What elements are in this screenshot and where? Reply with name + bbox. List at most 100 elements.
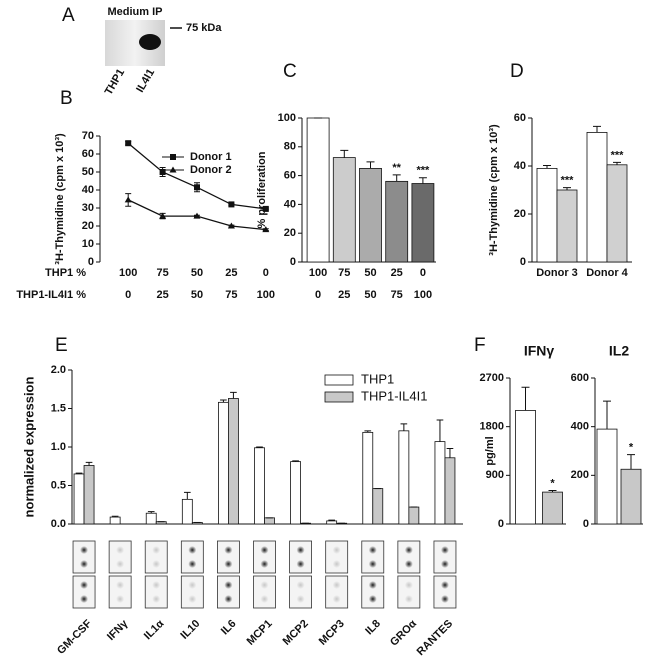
- y-tick-label: 40: [514, 160, 526, 172]
- error-bar: [364, 430, 372, 433]
- y-tick-label: 0.0: [51, 518, 66, 530]
- array-spot: [404, 560, 413, 568]
- array-spot: [296, 581, 305, 589]
- x-tick-label: 75: [391, 289, 403, 301]
- point: [227, 222, 235, 229]
- y-tick-label: 1800: [480, 421, 504, 433]
- bar: [218, 401, 229, 525]
- x-tick-label: 50: [364, 289, 376, 301]
- bar: [181, 498, 193, 525]
- x-tick-label: 100: [309, 267, 327, 279]
- x-tick-label: 0: [263, 267, 269, 279]
- row-label: THP1-IL4I1 %: [16, 289, 86, 301]
- array-spot: [404, 546, 413, 554]
- array-spot: [224, 546, 233, 554]
- array-spot: [224, 560, 233, 568]
- array-spot: [224, 581, 233, 589]
- array-spot: [188, 581, 197, 589]
- y-tick-label: 0.5: [51, 479, 66, 491]
- error-bar: [627, 454, 635, 470]
- error-bar: [292, 460, 299, 462]
- array-spot: [188, 560, 197, 568]
- array-spot: [116, 546, 125, 554]
- bar: [109, 516, 121, 525]
- x-tick-label: GM-CSF: [55, 617, 94, 656]
- y-tick-label: 10: [82, 238, 94, 250]
- y-tick-label: 0: [520, 256, 526, 268]
- y-axis-label: pg/ml: [484, 436, 496, 465]
- significance-label: ***: [611, 149, 625, 161]
- array-image: [217, 540, 240, 574]
- error-bar: [230, 391, 237, 399]
- array-image: [217, 575, 240, 609]
- array-spot: [224, 595, 233, 603]
- legend-label: THP1-IL4I1: [361, 388, 427, 403]
- y-axis-label: normalized expression: [21, 377, 36, 518]
- y-tick-label: 400: [571, 421, 589, 433]
- error-bar: [340, 149, 349, 158]
- y-tick-label: 20: [82, 220, 94, 232]
- array-image: [108, 575, 132, 609]
- x-tick-label: Donor 3: [536, 267, 578, 279]
- bar: [620, 468, 642, 525]
- bar: [306, 117, 330, 263]
- array-spot: [188, 595, 197, 603]
- y-tick-label: 0: [498, 518, 504, 530]
- array-spot: [332, 595, 341, 603]
- blot-marker: 75 kDa: [186, 22, 222, 34]
- x-tick-label: 50: [364, 267, 376, 279]
- y-tick-label: 50: [82, 166, 94, 178]
- lane-label: IL4I1: [134, 67, 157, 95]
- x-tick-label: 25: [156, 289, 168, 301]
- array-image: [289, 540, 312, 574]
- array-spot: [260, 546, 269, 554]
- array-spot: [296, 546, 305, 554]
- error-bar: [613, 161, 621, 165]
- bar: [444, 457, 456, 525]
- error-bar: [521, 386, 530, 411]
- blot-title: Medium IP: [107, 6, 162, 18]
- array-spot: [80, 546, 89, 554]
- bar: [326, 520, 338, 525]
- y-tick-label: 60: [82, 148, 94, 160]
- array-spot: [368, 546, 377, 554]
- point: [262, 226, 270, 233]
- y-tick-label: 40: [82, 184, 94, 196]
- x-tick-label: 75: [225, 289, 237, 301]
- error-bar: [563, 187, 571, 190]
- x-tick-label: 25: [225, 267, 237, 279]
- point: [228, 201, 235, 208]
- array-spot: [368, 595, 377, 603]
- array-image: [253, 540, 276, 574]
- array-spot: [440, 560, 449, 568]
- panel-letter: E: [55, 335, 68, 356]
- bar: [586, 131, 608, 263]
- error-bar: [366, 161, 375, 169]
- bar: [73, 473, 85, 525]
- x-tick-label: IFNγ: [105, 617, 131, 643]
- x-tick-label: MCP2: [281, 618, 311, 648]
- array-spot: [260, 581, 269, 589]
- bar: [290, 461, 301, 525]
- bar: [228, 398, 239, 525]
- y-axis-label: ³H-Thymidine (cpm x 10³): [488, 124, 500, 256]
- error-bar: [603, 400, 611, 430]
- bar: [83, 465, 95, 525]
- bar: [411, 183, 435, 263]
- x-tick-label: 100: [414, 289, 432, 301]
- x-tick-label: 0: [125, 289, 131, 301]
- array-spot: [116, 560, 125, 568]
- array-spot: [80, 581, 89, 589]
- error-bar: [400, 423, 408, 431]
- error-bar: [147, 511, 155, 514]
- panel-letter: D: [510, 61, 524, 82]
- bar: [434, 441, 446, 525]
- point: [125, 140, 132, 147]
- panel-letter: F: [474, 335, 486, 356]
- error-bar: [85, 461, 93, 466]
- significance-label: ***: [561, 175, 575, 187]
- x-tick-label: 50: [191, 289, 203, 301]
- y-tick-label: 2.0: [51, 364, 66, 376]
- point: [262, 205, 269, 212]
- bar: [359, 167, 382, 263]
